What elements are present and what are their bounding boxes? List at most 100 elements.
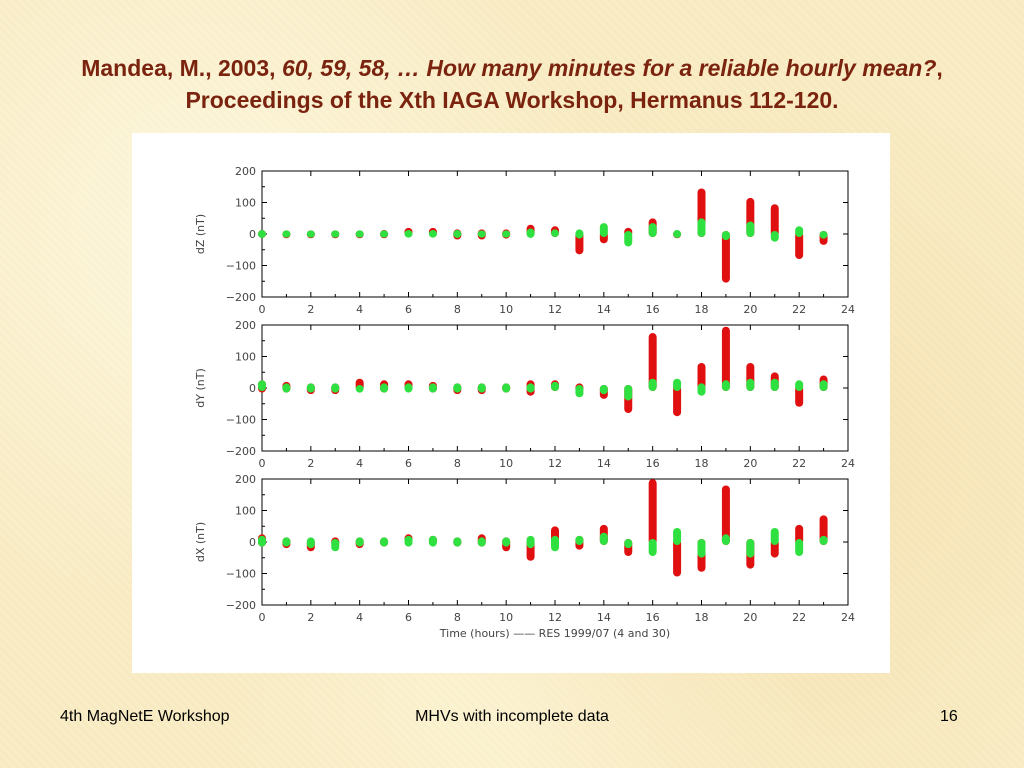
x-tick-label: 6	[405, 611, 412, 624]
green-series-bar-h21	[770, 378, 779, 391]
green-series-bar-h5	[380, 537, 389, 547]
y-tick-label: 0	[249, 536, 256, 549]
x-tick-label: 12	[548, 457, 562, 470]
green-series-bar-h7	[428, 230, 437, 238]
green-series-bar-h1	[282, 383, 291, 393]
green-series-bar-h15	[624, 231, 633, 247]
green-series-bar-h23	[819, 380, 828, 391]
x-tick-label: 16	[646, 303, 660, 316]
green-series-bar-h18	[697, 539, 706, 558]
green-series-bar-h0	[258, 535, 266, 547]
x-tick-label: 8	[454, 303, 461, 316]
y-tick-label: −100	[226, 260, 256, 273]
y-tick-label: −100	[226, 568, 256, 581]
green-series-bar-h5	[380, 230, 389, 238]
x-tick-label: 0	[259, 611, 266, 624]
red-series-bar-h19	[721, 231, 730, 283]
x-tick-label: 10	[499, 303, 513, 316]
x-tick-label: 22	[792, 611, 806, 624]
green-series-bar-h6	[404, 383, 413, 393]
green-series-bar-h13	[575, 229, 584, 239]
page-number: 16	[940, 708, 958, 725]
y-axis-label: dY (nT)	[194, 368, 207, 407]
green-series-bar-h20	[746, 378, 755, 391]
green-series-bar-h19	[721, 380, 730, 391]
green-series-bar-h8	[453, 230, 462, 238]
x-tick-label: 8	[454, 611, 461, 624]
title-line-2: Proceedings of the Xth IAGA Workshop, He…	[185, 87, 839, 113]
green-series-bar-h0	[258, 230, 266, 238]
x-tick-label: 16	[646, 611, 660, 624]
x-tick-label: 12	[548, 303, 562, 316]
green-series-bar-h16	[648, 223, 657, 237]
red-series-bar-h17	[673, 539, 682, 577]
y-tick-label: 200	[235, 473, 256, 486]
x-tick-label: 6	[405, 457, 412, 470]
red-series-bar-h19	[721, 326, 730, 391]
slide-title: Mandea, M., 2003, 60, 59, 58, … How many…	[0, 52, 1024, 116]
y-tick-label: −200	[226, 599, 256, 612]
x-tick-label: 12	[548, 611, 562, 624]
green-series-bar-h21	[770, 527, 779, 545]
green-series-bar-h16	[648, 539, 657, 557]
green-series-bar-h17	[673, 230, 682, 238]
x-tick-label: 2	[307, 457, 314, 470]
x-tick-label: 24	[841, 303, 855, 316]
y-tick-label: 100	[235, 351, 256, 364]
y-tick-label: 0	[249, 382, 256, 395]
y-axis-label: dZ (nT)	[194, 214, 207, 254]
green-series-bar-h8	[453, 537, 462, 547]
green-series-bar-h17	[673, 378, 682, 391]
y-tick-label: 100	[235, 505, 256, 518]
green-series-bar-h10	[502, 230, 511, 238]
green-series-bar-h3	[331, 383, 340, 393]
footer-topic: MHVs with incomplete data	[415, 708, 609, 725]
green-series-bar-h6	[404, 535, 413, 547]
green-series-bar-h3	[331, 539, 340, 552]
green-series-bar-h2	[306, 383, 315, 393]
y-axis-label: dX (nT)	[194, 522, 207, 562]
green-series-bar-h11	[526, 535, 535, 549]
green-series-bar-h21	[770, 231, 779, 242]
green-series-bar-h12	[551, 535, 559, 552]
green-series-bar-h9	[477, 383, 486, 393]
green-series-bar-h20	[746, 539, 755, 558]
green-series-bar-h18	[697, 383, 706, 396]
x-tick-label: 22	[792, 303, 806, 316]
x-tick-label: 10	[499, 611, 513, 624]
red-series-bar-h16	[648, 479, 657, 545]
green-series-bar-h23	[819, 231, 828, 239]
x-tick-label: 14	[597, 611, 611, 624]
figure-panel: 0 2 4 6 8 10 12 14 16 18 20 22 24 200 100 0 −100 −200 dZ (…	[132, 133, 890, 673]
x-tick-label: 18	[695, 457, 709, 470]
red-series-bar-h19	[721, 485, 730, 545]
green-series-bar-h5	[380, 383, 389, 393]
x-tick-label: 22	[792, 457, 806, 470]
red-series-bar-h21	[770, 204, 779, 237]
title-line-1: Mandea, M., 2003, 60, 59, 58, … How many…	[0, 52, 1024, 84]
green-series-bar-h11	[526, 228, 535, 238]
green-series-bar-h0	[258, 380, 266, 391]
green-series-bar-h14	[599, 223, 608, 237]
y-tick-label: 200	[235, 165, 256, 178]
green-series-bar-h19	[721, 231, 730, 241]
green-series-bar-h4	[355, 537, 364, 547]
x-tick-label: 20	[743, 303, 757, 316]
x-tick-label: 24	[841, 457, 855, 470]
green-series-bar-h22	[795, 539, 804, 557]
green-series-bar-h3	[331, 230, 340, 238]
green-series-bar-h11	[526, 383, 535, 393]
green-series-bar-h18	[697, 218, 706, 237]
green-series-bar-h2	[306, 537, 315, 549]
x-tick-label: 2	[307, 611, 314, 624]
green-series-bar-h16	[648, 378, 657, 391]
green-series-bar-h15	[624, 539, 633, 549]
x-tick-label: 0	[259, 303, 266, 316]
green-series-bar-h22	[795, 226, 804, 237]
x-tick-label: 18	[695, 303, 709, 316]
green-series-bar-h15	[624, 385, 633, 401]
x-tick-label: 2	[307, 303, 314, 316]
